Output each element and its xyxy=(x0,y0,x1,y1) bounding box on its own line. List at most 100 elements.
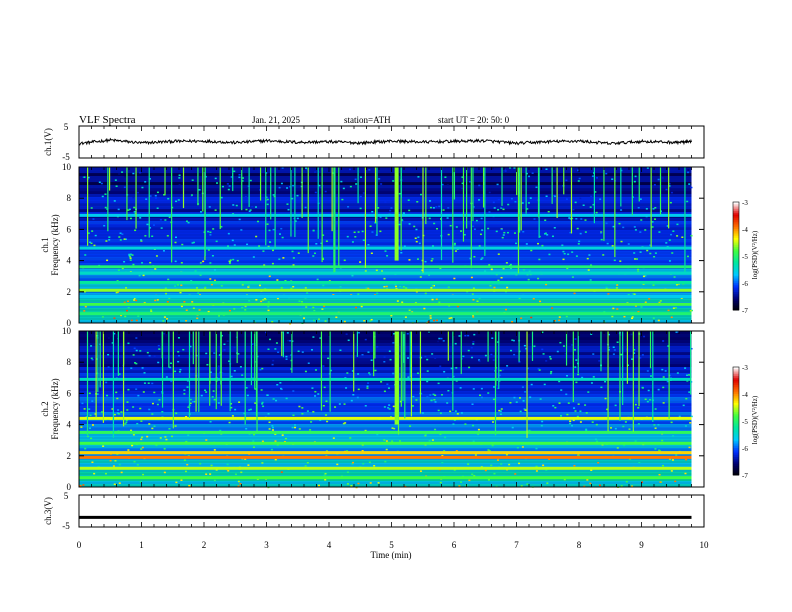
spectrogram-cell xyxy=(332,294,335,296)
spectrogram-cell xyxy=(370,252,373,255)
spectrogram-band xyxy=(79,416,692,420)
spectrogram-cell xyxy=(385,440,388,442)
spectrogram-cell xyxy=(298,300,301,302)
spectrogram-cell xyxy=(134,362,136,364)
colorbar-segment xyxy=(733,381,739,384)
spectrogram-cell xyxy=(573,464,576,467)
spectrogram-cell xyxy=(254,402,257,404)
spectrogram-cell xyxy=(369,225,372,227)
header-date: Jan. 21, 2025 xyxy=(252,115,300,125)
spectrogram-cell xyxy=(553,195,556,198)
spectrogram-row xyxy=(79,394,692,398)
spectrogram-cell xyxy=(563,252,566,255)
spectrogram-cell xyxy=(633,180,636,183)
spectrogram-cell xyxy=(133,299,136,301)
spectrogram-cell xyxy=(366,387,369,389)
spectrogram-cell xyxy=(461,176,464,178)
spectrogram-band xyxy=(79,430,692,434)
spectrogram-cell xyxy=(379,216,382,218)
spectrogram-cell xyxy=(214,177,217,180)
spectrogram-cell xyxy=(562,345,565,347)
colorbar-segment xyxy=(733,415,739,418)
colorbar-segment xyxy=(733,272,739,275)
spectrogram-cell xyxy=(284,437,287,440)
spectrogram-cell xyxy=(429,206,432,209)
spectrogram-cell xyxy=(582,204,585,206)
spectrogram-cell xyxy=(252,256,255,258)
spectrogram-cell xyxy=(168,216,171,218)
sferic-streak xyxy=(447,331,449,361)
spectrogram-cell xyxy=(129,259,132,261)
spectrogram-cell xyxy=(386,255,389,257)
spectrogram-cell xyxy=(183,301,186,303)
spectrogram-row xyxy=(79,275,692,279)
ch1-waveform-line xyxy=(78,137,692,146)
spectrogram-cell xyxy=(438,301,441,304)
spectrogram-cell xyxy=(590,195,593,198)
spectrogram-cell xyxy=(82,484,85,486)
spectrogram-cell xyxy=(294,424,297,426)
spectrogram-cell xyxy=(524,409,527,411)
spectrogram-cell xyxy=(443,450,446,452)
spectrogram-cell xyxy=(107,337,110,339)
spectrogram-cell xyxy=(287,339,290,342)
spectrogram-cell xyxy=(190,280,193,282)
spectrogram-cell xyxy=(108,239,111,241)
spectrogram-row xyxy=(79,170,692,174)
colorbar-segment xyxy=(733,247,739,250)
sferic-streak xyxy=(236,331,238,364)
sferic-streak xyxy=(112,331,115,438)
spectrogram-cell xyxy=(524,391,527,393)
spectrogram-cell xyxy=(599,198,602,200)
spectrogram-cell xyxy=(400,219,403,221)
spectrogram-row xyxy=(79,314,692,318)
spectrogram-cell xyxy=(356,396,359,399)
spectrogram-cell xyxy=(447,286,450,289)
spectrogram-cell xyxy=(228,172,231,175)
spectrogram-cell xyxy=(158,399,161,401)
spectrogram-cell xyxy=(177,360,180,363)
xtick-label: 4 xyxy=(327,540,332,550)
spectrogram-cell xyxy=(91,358,94,361)
spectrogram-cell xyxy=(204,286,207,289)
spectrogram-cell xyxy=(151,402,154,405)
sferic-streak xyxy=(684,167,686,272)
spectrogram-cell xyxy=(429,200,432,202)
spectrogram-cell xyxy=(538,373,541,376)
spectrogram-cell xyxy=(269,338,272,341)
spectrogram-cell xyxy=(424,433,427,436)
spectrogram-cell xyxy=(349,437,352,439)
colorbar-segment xyxy=(733,202,739,205)
xtick-label: 3 xyxy=(264,540,269,550)
spectrogram-cell xyxy=(490,464,493,467)
spectrogram-cell xyxy=(221,185,224,188)
spectrogram-cell xyxy=(156,299,159,301)
spectrogram-cell xyxy=(220,285,223,287)
spectrogram-cell xyxy=(574,366,577,368)
spectrogram-cell xyxy=(286,187,289,189)
spectrogram-cell xyxy=(149,261,152,264)
colorbar-segment xyxy=(733,448,739,451)
spectrogram-cell xyxy=(665,188,668,191)
sferic-streak xyxy=(668,331,670,419)
spectrogram-cell xyxy=(610,427,613,429)
spectrogram-cell xyxy=(310,421,313,423)
ch1-ytick-bottom: -5 xyxy=(62,152,70,162)
spectrogram-cell xyxy=(226,340,229,342)
spectrogram-cell xyxy=(197,292,200,295)
spectrogram-cell xyxy=(633,352,636,354)
spectrogram-row xyxy=(79,361,692,365)
colorbar-segment xyxy=(733,385,739,388)
spectrogram-cell xyxy=(595,177,598,179)
spectrogram-cell xyxy=(408,309,411,312)
spectrogram-cell xyxy=(365,287,368,289)
spectrogram-cell xyxy=(625,481,628,483)
colorbar-segment xyxy=(733,424,739,427)
spectrogram-cell xyxy=(498,374,501,377)
spectrogram-cell xyxy=(306,410,309,412)
colorbar-segment xyxy=(733,248,739,252)
spectrogram-cell xyxy=(505,262,508,264)
spectrogram-cell xyxy=(180,262,183,264)
spectrogram-cell xyxy=(437,409,440,412)
